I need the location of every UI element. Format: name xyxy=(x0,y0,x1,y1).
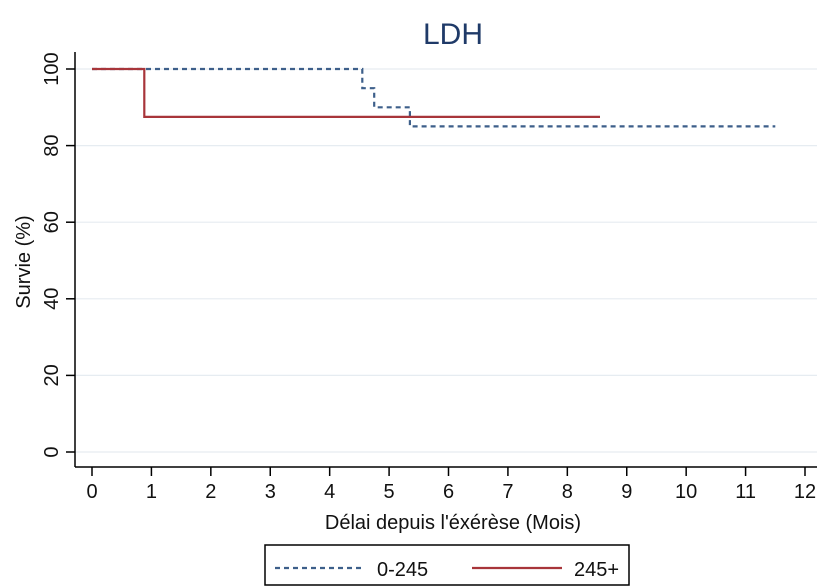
x-tick-label-3: 3 xyxy=(265,481,276,503)
axes xyxy=(74,52,817,468)
series-line-0-245 xyxy=(92,67,776,128)
gridlines xyxy=(75,68,817,453)
y-tick-label-60: 60 xyxy=(41,211,63,233)
x-tick-label-2: 2 xyxy=(205,481,216,503)
x-axis-label: Délai depuis l'éxérèse (Mois) xyxy=(325,512,581,534)
x-tick-label-7: 7 xyxy=(502,481,513,503)
x-tick-label-12: 12 xyxy=(794,481,816,503)
y-tick-label-20: 20 xyxy=(41,364,63,386)
y-axis-ticks: 0 20 40 60 80 100 xyxy=(41,52,75,458)
x-tick-label-11: 11 xyxy=(735,481,756,503)
x-axis-ticks: 0 1 2 3 4 5 6 7 8 9 10 11 12 xyxy=(86,467,816,503)
legend-label-245-plus: 245+ xyxy=(574,559,619,581)
series-line-245plus xyxy=(92,67,600,118)
x-tick-label-6: 6 xyxy=(443,481,454,503)
chart-title: LDH xyxy=(423,18,483,51)
legend-label-0-245: 0-245 xyxy=(377,559,428,581)
x-tick-label-0: 0 xyxy=(86,481,97,503)
y-tick-label-0: 0 xyxy=(41,446,63,457)
x-tick-label-10: 10 xyxy=(675,481,697,503)
y-axis-label: Survie (%) xyxy=(13,215,35,308)
y-tick-label-40: 40 xyxy=(41,288,63,310)
legend: 0-245 245+ xyxy=(264,544,630,586)
series-lines xyxy=(92,67,776,128)
x-tick-label-4: 4 xyxy=(324,481,335,503)
x-tick-label-5: 5 xyxy=(384,481,395,503)
x-tick-label-8: 8 xyxy=(562,481,573,503)
legend-box xyxy=(264,544,630,586)
x-tick-label-1: 1 xyxy=(146,481,157,503)
x-tick-label-9: 9 xyxy=(621,481,632,503)
y-tick-label-100: 100 xyxy=(41,52,63,85)
y-tick-label-80: 80 xyxy=(41,134,63,156)
